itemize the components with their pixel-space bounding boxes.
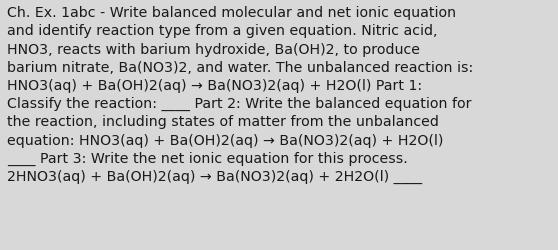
Text: Ch. Ex. 1abc - Write balanced molecular and net ionic equation
and identify reac: Ch. Ex. 1abc - Write balanced molecular … — [7, 6, 473, 184]
